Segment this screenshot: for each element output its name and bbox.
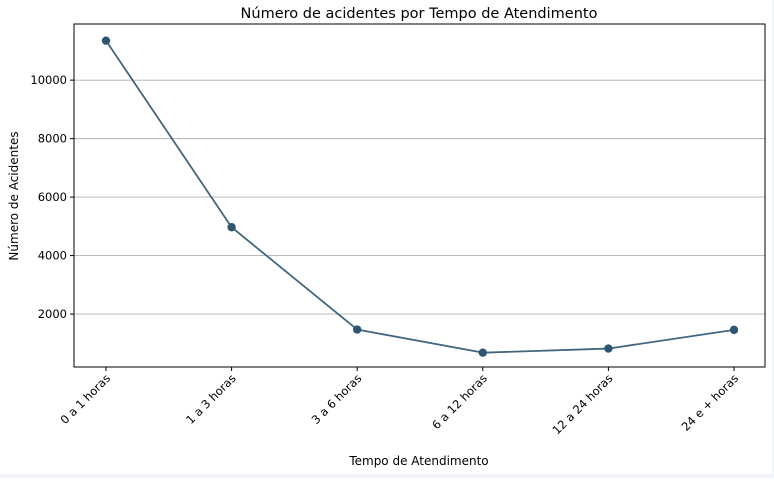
data-point (478, 348, 487, 357)
y-tick-label: 10000 (30, 73, 67, 87)
x-tick-label: 3 a 6 horas (309, 371, 365, 427)
y-axis-ticks: 2000 4000 6000 8000 10000 (30, 73, 74, 321)
y-tick-label: 6000 (38, 190, 67, 204)
x-tick-label: 1 a 3 horas (183, 371, 239, 427)
x-tick-label: 6 a 12 horas (429, 371, 490, 432)
chart-title: Número de acidentes por Tempo de Atendim… (241, 6, 598, 22)
series-line (105, 40, 735, 354)
data-point (227, 223, 236, 232)
y-tick-label: 4000 (38, 249, 67, 263)
x-axis-ticks: 0 a 1 horas 1 a 3 horas 3 a 6 horas 6 a 12 … (57, 367, 741, 437)
x-tick-label: 0 a 1 horas (57, 371, 113, 427)
x-tick-label: 24 e + horas (679, 371, 742, 434)
data-point (604, 344, 613, 353)
grid-lines (74, 79, 765, 315)
data-point (353, 325, 362, 334)
y-tick-label: 8000 (38, 132, 67, 146)
y-tick-label: 2000 (38, 307, 67, 321)
y-axis-label: Número de Acidentes (7, 131, 21, 260)
series-layer (101, 36, 739, 357)
plot-area-frame (73, 23, 766, 368)
data-point (101, 36, 111, 45)
x-axis-label: Tempo de Atendimento (348, 454, 488, 468)
x-tick-label: 12 a 24 horas (549, 371, 615, 437)
data-point (729, 325, 739, 335)
